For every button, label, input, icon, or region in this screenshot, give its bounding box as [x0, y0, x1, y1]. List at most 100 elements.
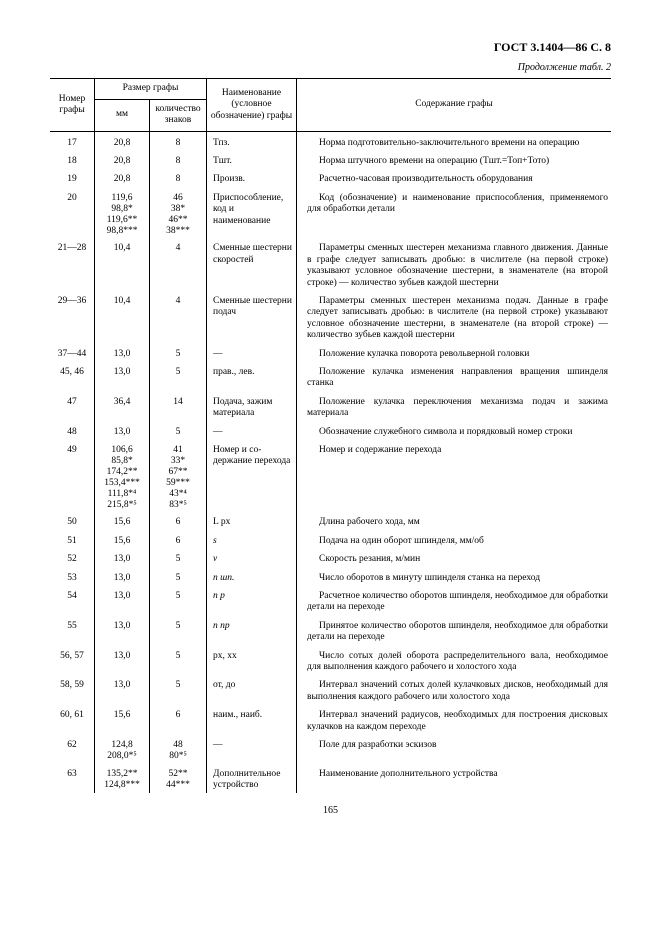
- cell-number: 18: [50, 150, 95, 168]
- cell-signs: 8: [150, 168, 207, 186]
- cell-name: n р: [207, 585, 297, 615]
- cell-number: 63: [50, 763, 95, 793]
- cell-name: Тшт.: [207, 150, 297, 168]
- cell-name: n шп.: [207, 567, 297, 585]
- cell-signs: 6: [150, 511, 207, 529]
- cell-signs: 4: [150, 237, 207, 290]
- table-row: 62124,8208,0*⁵4880*⁵—Поле для разработки…: [50, 734, 611, 763]
- cell-signs: 8: [150, 131, 207, 150]
- cell-content: Интервал значений сотых долей кулачковых…: [297, 674, 612, 704]
- cell-content: Число сотых долей оборота распределитель…: [297, 645, 612, 675]
- cell-name: —: [207, 343, 297, 361]
- cell-mm: 36,4: [95, 391, 150, 421]
- cell-number: 60, 61: [50, 704, 95, 734]
- table-row: 63135,2**124,8***52**44***Дополнитель­но…: [50, 763, 611, 793]
- cell-content: Наименование дополнительного устройства: [297, 763, 612, 793]
- cell-signs: 5: [150, 645, 207, 675]
- cell-content: Параметры сменных шестерен механизма под…: [297, 290, 612, 343]
- cell-mm: 124,8208,0*⁵: [95, 734, 150, 763]
- cell-mm: 13,0: [95, 674, 150, 704]
- cell-name: Тпз.: [207, 131, 297, 150]
- cell-content: Скорость резания, м/мин: [297, 548, 612, 566]
- cell-number: 20: [50, 187, 95, 238]
- cell-signs: 4: [150, 290, 207, 343]
- cell-name: n пр: [207, 615, 297, 645]
- table-row: 5015,66L рхДлина рабочего хода, мм: [50, 511, 611, 529]
- cell-content: Подача на один оборот шпинделя, мм/об: [297, 530, 612, 548]
- th-number: Номер графы: [50, 79, 95, 131]
- th-content: Содержание графы: [297, 79, 612, 131]
- table-head: Номер графы Размер графы Наименование (у…: [50, 79, 611, 131]
- cell-mm: 13,0: [95, 343, 150, 361]
- cell-content: Положение кулачка поворота револьверной …: [297, 343, 612, 361]
- cell-name: Подача, за­жим материала: [207, 391, 297, 421]
- doc-header: ГОСТ 3.1404—86 С. 8: [50, 40, 611, 54]
- cell-number: 54: [50, 585, 95, 615]
- table-row: 5213,05vСкорость резания, м/мин: [50, 548, 611, 566]
- cell-content: Положение кулачка изменения направления …: [297, 361, 612, 391]
- cell-number: 55: [50, 615, 95, 645]
- cell-mm: 20,8: [95, 131, 150, 150]
- cell-name: —: [207, 734, 297, 763]
- cell-number: 19: [50, 168, 95, 186]
- cell-number: 53: [50, 567, 95, 585]
- table-row: 5513,05n прПринятое количество оборотов …: [50, 615, 611, 645]
- th-mm: мм: [95, 99, 150, 131]
- cell-mm: 13,0: [95, 421, 150, 439]
- cell-name: прав., лев.: [207, 361, 297, 391]
- table-row: 4813,05—Обозначение служебного символа и…: [50, 421, 611, 439]
- table-row: 45, 4613,05прав., лев.Положение кулачка …: [50, 361, 611, 391]
- cell-number: 50: [50, 511, 95, 529]
- table-row: 58, 5913,05от, доИнтервал значений сотых…: [50, 674, 611, 704]
- table-body: 1720,88Тпз.Норма подготовительно-заключи…: [50, 131, 611, 792]
- cell-signs: 52**44***: [150, 763, 207, 793]
- cell-mm: 10,4: [95, 290, 150, 343]
- cell-content: Длина рабочего хода, мм: [297, 511, 612, 529]
- th-signs: количество знаков: [150, 99, 207, 131]
- cell-number: 47: [50, 391, 95, 421]
- cell-mm: 15,6: [95, 530, 150, 548]
- cell-name: Дополнитель­ное устройство: [207, 763, 297, 793]
- th-size-group: Размер графы: [95, 79, 207, 99]
- cell-content: Число оборотов в минуту шпинделя станка …: [297, 567, 612, 585]
- cell-signs: 5: [150, 343, 207, 361]
- cell-name: s: [207, 530, 297, 548]
- cell-mm: 13,0: [95, 548, 150, 566]
- cell-mm: 13,0: [95, 361, 150, 391]
- cell-signs: 6: [150, 530, 207, 548]
- cell-name: —: [207, 421, 297, 439]
- cell-mm: 119,698,8*119,6**98,8***: [95, 187, 150, 238]
- cell-content: Норма подготовительно-заключительного вр…: [297, 131, 612, 150]
- table-row: 29—3610,44Сменные шестерни подачПараметр…: [50, 290, 611, 343]
- cell-content: Принятое количество оборотов шпинделя, н…: [297, 615, 612, 645]
- cell-mm: 135,2**124,8***: [95, 763, 150, 793]
- cell-content: Обозначение служебного символа и порядко…: [297, 421, 612, 439]
- cell-signs: 5: [150, 585, 207, 615]
- cell-signs: 5: [150, 421, 207, 439]
- cell-content: Расчетно-часовая производительность обор…: [297, 168, 612, 186]
- cell-content: Интервал значений радиусов, необходимых …: [297, 704, 612, 734]
- table-row: 56, 5713,05рх, ххЧисло сотых долей оборо…: [50, 645, 611, 675]
- cell-content: Норма штучного времени на операцию (Тшт.…: [297, 150, 612, 168]
- cell-signs: 14: [150, 391, 207, 421]
- cell-signs: 8: [150, 150, 207, 168]
- cell-name: Произв.: [207, 168, 297, 186]
- cell-content: Код (обозначение) и наименование приспос…: [297, 187, 612, 238]
- cell-signs: 4638*46**38***: [150, 187, 207, 238]
- cell-content: Положение кулачка переключения механизма…: [297, 391, 612, 421]
- cell-name: рх, хх: [207, 645, 297, 675]
- cell-number: 58, 59: [50, 674, 95, 704]
- cell-mm: 10,4: [95, 237, 150, 290]
- table-row: 1920,88Произв.Расчетно-часовая производи…: [50, 168, 611, 186]
- cell-name: Сменные шестерни ско­ростей: [207, 237, 297, 290]
- cell-number: 45, 46: [50, 361, 95, 391]
- table-row: 4736,414Подача, за­жим материалаПоложени…: [50, 391, 611, 421]
- cell-signs: 6: [150, 704, 207, 734]
- cell-number: 48: [50, 421, 95, 439]
- table-continuation: Продолжение табл. 2: [50, 62, 611, 74]
- cell-number: 52: [50, 548, 95, 566]
- cell-number: 51: [50, 530, 95, 548]
- cell-name: Приспособ­ление, код и наименование: [207, 187, 297, 238]
- cell-number: 49: [50, 439, 95, 512]
- table-row: 21—2810,44Сменные шестерни ско­ростейПар…: [50, 237, 611, 290]
